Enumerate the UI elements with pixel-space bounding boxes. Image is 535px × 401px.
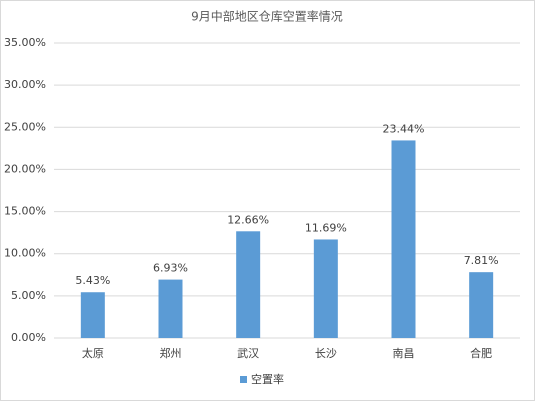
y-tick-label: 5.00% — [11, 289, 46, 302]
legend-swatch — [240, 376, 247, 383]
bar — [391, 140, 416, 338]
data-label: 7.81% — [464, 254, 499, 267]
y-tick-label: 10.00% — [4, 247, 46, 260]
x-tick-label: 武汉 — [237, 347, 259, 360]
x-tick-label: 南昌 — [393, 347, 415, 360]
bar — [80, 292, 105, 338]
x-tick-label: 合肥 — [470, 346, 492, 360]
data-label: 23.44% — [383, 122, 425, 135]
data-label: 11.69% — [305, 221, 347, 234]
x-tick-label: 太原 — [82, 347, 104, 360]
chart-title: 9月中部地区仓库空置率情况 — [191, 9, 343, 24]
data-label: 5.43% — [75, 274, 110, 287]
y-tick-label: 20.00% — [4, 162, 46, 175]
y-tick-label: 25.00% — [4, 120, 46, 133]
bar — [236, 231, 261, 338]
x-tick-label: 长沙 — [315, 347, 337, 360]
y-tick-label: 30.00% — [4, 78, 46, 91]
y-tick-label: 35.00% — [4, 36, 46, 49]
bar — [158, 279, 183, 338]
x-tick-label: 郑州 — [160, 346, 182, 360]
y-tick-label: 15.00% — [4, 205, 46, 218]
data-label: 6.93% — [153, 262, 188, 275]
data-label: 12.66% — [227, 213, 269, 226]
bar — [313, 239, 338, 338]
legend-label: 空置率 — [251, 372, 284, 386]
bar — [469, 272, 494, 338]
y-tick-label: 0.00% — [11, 331, 46, 344]
